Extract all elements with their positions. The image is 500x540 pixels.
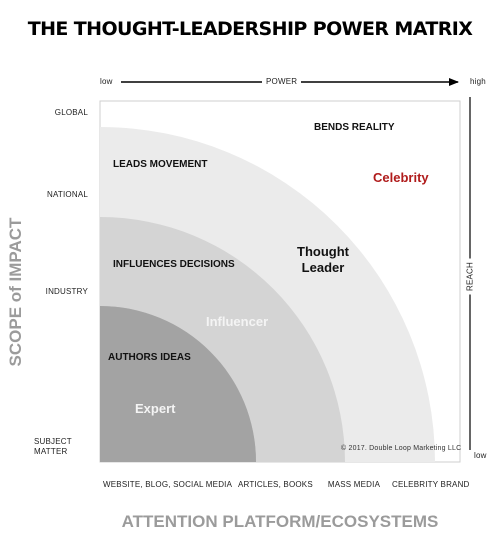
x-tick-mass-media: MASS MEDIA	[327, 480, 381, 489]
reach-low-label: low	[474, 451, 487, 460]
zone-leads-movement: LEADS MOVEMENT	[113, 159, 208, 170]
x-tick-celebrity-brand: CELEBRITY BRAND	[392, 480, 470, 489]
zone-bends-reality: BENDS REALITY	[314, 122, 395, 133]
x-axis-title: ATTENTION PLATFORM/ECOSYSTEMS	[121, 512, 439, 531]
tier-thought-leader: Thought Leader	[297, 244, 349, 275]
x-tick-articles: ARTICLES, BOOKS	[238, 480, 313, 489]
expert-band	[100, 306, 256, 462]
copyright-note: © 2017. Double Loop Marketing LLC	[341, 445, 462, 452]
zone-authors-ideas: AUTHORS IDEAS	[108, 352, 191, 363]
power-high-label: high	[470, 77, 486, 86]
x-tick-website: WEBSITE, BLOG, SOCIAL MEDIA	[103, 480, 233, 489]
tier-celebrity: Celebrity	[373, 170, 429, 185]
reach-axis-label: REACH	[465, 258, 475, 295]
tier-influencer: Influencer	[206, 314, 269, 329]
y-tick-industry: INDUSTRY	[45, 287, 88, 296]
y-tick-subject-matter: SUBJECT MATTER	[34, 437, 72, 456]
y-axis-title: SCOPE of IMPACT	[6, 217, 25, 367]
tier-expert: Expert	[135, 401, 176, 416]
power-axis-label: POWER	[262, 77, 302, 86]
power-low-label: low	[100, 77, 113, 86]
zone-influences-decisions: INFLUENCES DECISIONS	[113, 259, 235, 270]
y-tick-national: NATIONAL	[46, 190, 88, 199]
y-tick-global: GLOBAL	[54, 108, 88, 117]
page-title: THE THOUGHT-LEADERSHIP POWER MATRIX	[27, 18, 473, 40]
